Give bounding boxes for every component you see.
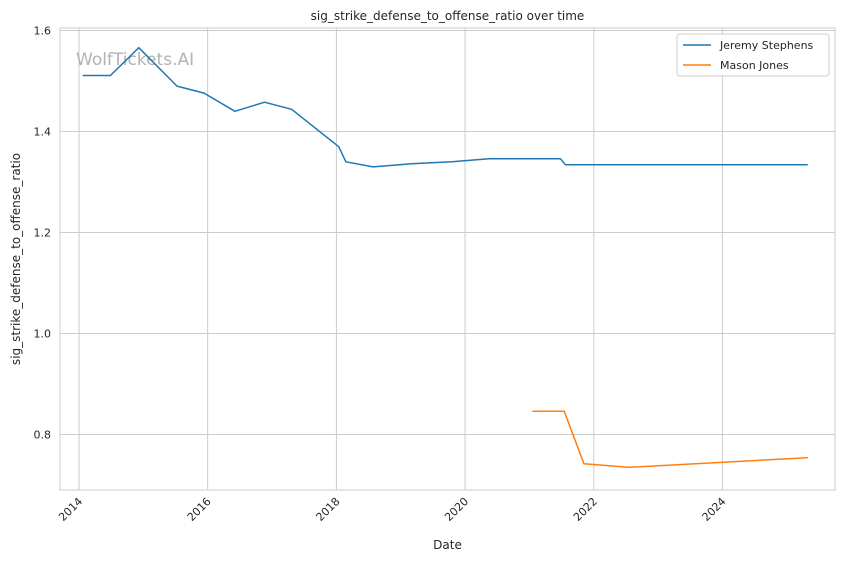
- y-axis-title: sig_strike_defense_to_offense_ratio: [9, 153, 23, 365]
- legend: Jeremy Stephens Mason Jones: [676, 33, 830, 77]
- legend-label-jeremy-stephens: Jeremy Stephens: [719, 39, 814, 52]
- chart-title: sig_strike_defense_to_offense_ratio over…: [311, 9, 585, 23]
- x-axis-title: Date: [433, 538, 462, 552]
- grid: [60, 28, 835, 490]
- y-tick-label: 1.2: [34, 226, 52, 239]
- series-layer: [82, 46, 808, 469]
- watermark-text: WolfTickets.AI: [76, 50, 194, 70]
- y-tick-label: 0.8: [34, 428, 52, 441]
- plot-frame: [59, 27, 836, 491]
- y-tick-label: 1.6: [34, 25, 52, 38]
- legend-box: [676, 33, 830, 77]
- y-tick-label: 1.0: [34, 327, 52, 340]
- series-line-jeremy-stephens: [82, 46, 808, 168]
- series-line-mason-jones: [532, 410, 808, 469]
- plot-area: [60, 28, 835, 490]
- legend-label-mason-jones: Mason Jones: [720, 59, 789, 72]
- y-axis-ticks: 0.8 1.0 1.2 1.4 1.6: [34, 25, 52, 442]
- y-tick-label: 1.4: [34, 126, 52, 139]
